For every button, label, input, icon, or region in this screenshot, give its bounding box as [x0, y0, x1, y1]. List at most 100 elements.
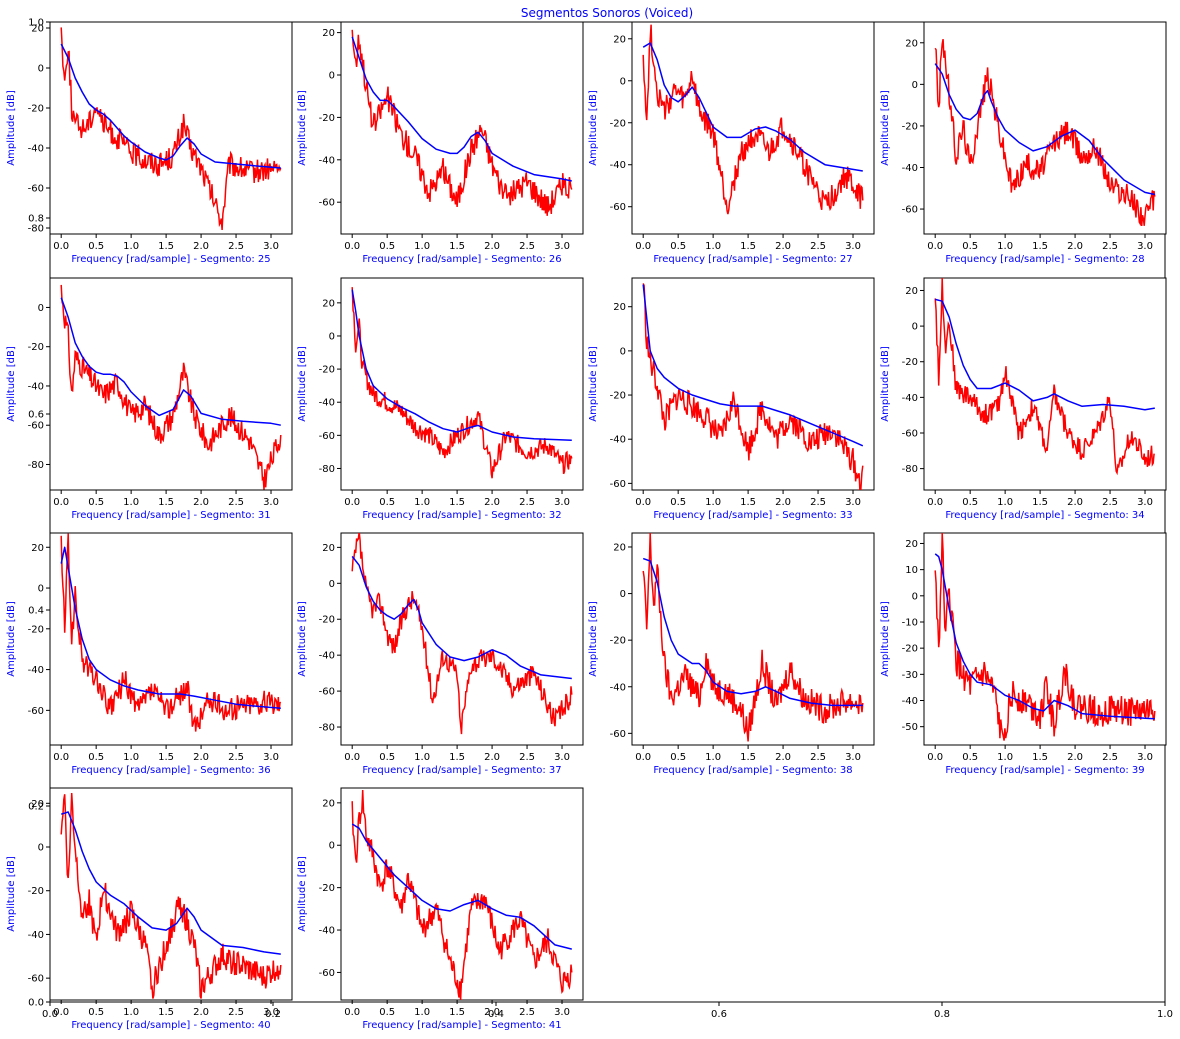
y-tick-label: -60 [28, 706, 44, 717]
envelope-series-line [642, 42, 863, 172]
x-tick-label: 1.0 [414, 1007, 430, 1018]
y-axis-label: Amplitude [dB] [6, 601, 17, 677]
x-tick-label: 0.0 [635, 241, 651, 252]
bg-x-tick-label: 0.2 [265, 1009, 281, 1020]
y-tick-label: 20 [613, 302, 626, 313]
subplot-frame [49, 787, 293, 1001]
x-tick-label: 0.5 [379, 1007, 395, 1018]
x-tick-label: 1.5 [158, 1007, 174, 1018]
y-tick-label: -80 [28, 224, 44, 235]
y-tick-label: -60 [319, 968, 335, 979]
y-tick-label: 20 [613, 542, 626, 553]
y-tick-label: -40 [319, 651, 335, 662]
x-tick-label: 2.0 [193, 497, 209, 508]
y-tick-label: -20 [319, 365, 335, 376]
y-tick-label: -40 [902, 163, 918, 174]
x-tick-label: 2.0 [193, 752, 209, 763]
subplot-frame [49, 277, 293, 491]
y-tick-label: -60 [902, 428, 918, 439]
x-axis-label: Frequency [rad/sample] - Segmento: 31 [71, 510, 270, 521]
y-axis-label: Amplitude [dB] [6, 90, 17, 166]
x-tick-label: 1.0 [123, 497, 139, 508]
y-tick-label: -20 [319, 113, 335, 124]
spectrum-series-line [60, 284, 282, 490]
x-tick-label: 1.5 [158, 241, 174, 252]
x-tick-label: 3.0 [845, 752, 861, 763]
x-tick-label: 2.5 [810, 497, 826, 508]
y-tick-label: -20 [902, 357, 918, 368]
subplot-segment-31: 0.0 0.5 1.0 1.5 2.0 2.5 3.0 0 -20 -40 -60 -80 Freque… [6, 277, 293, 521]
spectrum-series-line [351, 287, 573, 479]
x-tick-label: 1.5 [740, 752, 756, 763]
x-tick-label: 3.0 [263, 752, 279, 763]
x-tick-label: 2.5 [1102, 752, 1118, 763]
x-axis-label: Frequency [rad/sample] - Segmento: 25 [71, 254, 270, 265]
y-tick-label: -60 [902, 205, 918, 216]
x-tick-label: 2.0 [484, 1007, 500, 1018]
envelope-series-line [351, 36, 572, 182]
x-tick-label: 1.0 [997, 497, 1013, 508]
x-tick-label: 3.0 [263, 497, 279, 508]
subplot-frame [923, 277, 1167, 491]
x-tick-label: 0.5 [962, 752, 978, 763]
y-tick-label: -60 [610, 202, 626, 213]
x-tick-label: 2.5 [228, 752, 244, 763]
y-tick-label: -40 [610, 682, 626, 693]
spectrum-series-line [351, 29, 573, 216]
x-tick-label: 0.5 [379, 752, 395, 763]
bg-y-tick-label: 0.2 [28, 802, 44, 813]
y-tick-label: -20 [28, 624, 44, 635]
x-tick-label: 2.0 [1067, 752, 1083, 763]
subplot-frame [340, 277, 584, 491]
x-tick-label: 1.0 [705, 241, 721, 252]
spectrum-series-line [60, 792, 282, 999]
envelope-series-line [60, 546, 281, 710]
bg-y-tick-label: 0.0 [28, 998, 44, 1009]
x-axis-label: Frequency [rad/sample] - Segmento: 40 [71, 1020, 270, 1031]
x-tick-label: 0.0 [635, 752, 651, 763]
x-tick-label: 0.0 [344, 1007, 360, 1018]
y-axis-label: Amplitude [dB] [297, 601, 308, 677]
y-tick-label: -40 [610, 435, 626, 446]
x-tick-label: 0.0 [635, 497, 651, 508]
x-axis-label: Frequency [rad/sample] - Segmento: 37 [362, 765, 561, 776]
x-tick-label: 1.0 [705, 497, 721, 508]
x-tick-label: 1.5 [158, 497, 174, 508]
x-tick-label: 2.5 [810, 241, 826, 252]
x-tick-label: 3.0 [554, 497, 570, 508]
x-tick-label: 0.5 [670, 241, 686, 252]
y-tick-label: -40 [28, 665, 44, 676]
y-tick-label: 20 [905, 539, 918, 550]
x-axis-label: Frequency [rad/sample] - Segmento: 28 [945, 254, 1144, 265]
y-tick-label: -20 [319, 883, 335, 894]
x-tick-label: 1.0 [123, 241, 139, 252]
y-tick-label: -60 [28, 974, 44, 985]
y-tick-label: 20 [905, 38, 918, 49]
y-tick-label: -60 [319, 687, 335, 698]
envelope-series-line [60, 43, 281, 169]
x-tick-label: 0.0 [344, 752, 360, 763]
x-tick-label: 3.0 [845, 497, 861, 508]
x-axis-label: Frequency [rad/sample] - Segmento: 32 [362, 510, 561, 521]
x-tick-label: 0.5 [88, 1007, 104, 1018]
x-tick-label: 1.5 [740, 241, 756, 252]
x-tick-label: 2.0 [775, 241, 791, 252]
bg-x-tick-label: 0.4 [488, 1009, 504, 1020]
y-axis-label: Amplitude [dB] [6, 346, 17, 422]
y-tick-label: 0 [912, 591, 918, 602]
y-tick-label: 0 [329, 71, 335, 82]
x-tick-label: 2.0 [775, 497, 791, 508]
x-tick-label: 2.5 [228, 1007, 244, 1018]
y-tick-label: 20 [322, 298, 335, 309]
subplot-segment-25: 0.0 0.5 1.0 1.5 2.0 2.5 3.0 20 0 -20 -40 -60 -80 Freq… [6, 21, 293, 265]
y-tick-label: 0 [38, 584, 44, 595]
x-axis-label: Frequency [rad/sample] - Segmento: 38 [653, 765, 852, 776]
x-tick-label: 0.5 [88, 752, 104, 763]
y-tick-label: 0 [912, 80, 918, 91]
y-tick-label: -20 [902, 121, 918, 132]
x-tick-label: 3.0 [1137, 241, 1153, 252]
x-tick-label: 0.0 [344, 497, 360, 508]
x-tick-label: 2.5 [810, 752, 826, 763]
envelope-series-line [60, 811, 281, 955]
